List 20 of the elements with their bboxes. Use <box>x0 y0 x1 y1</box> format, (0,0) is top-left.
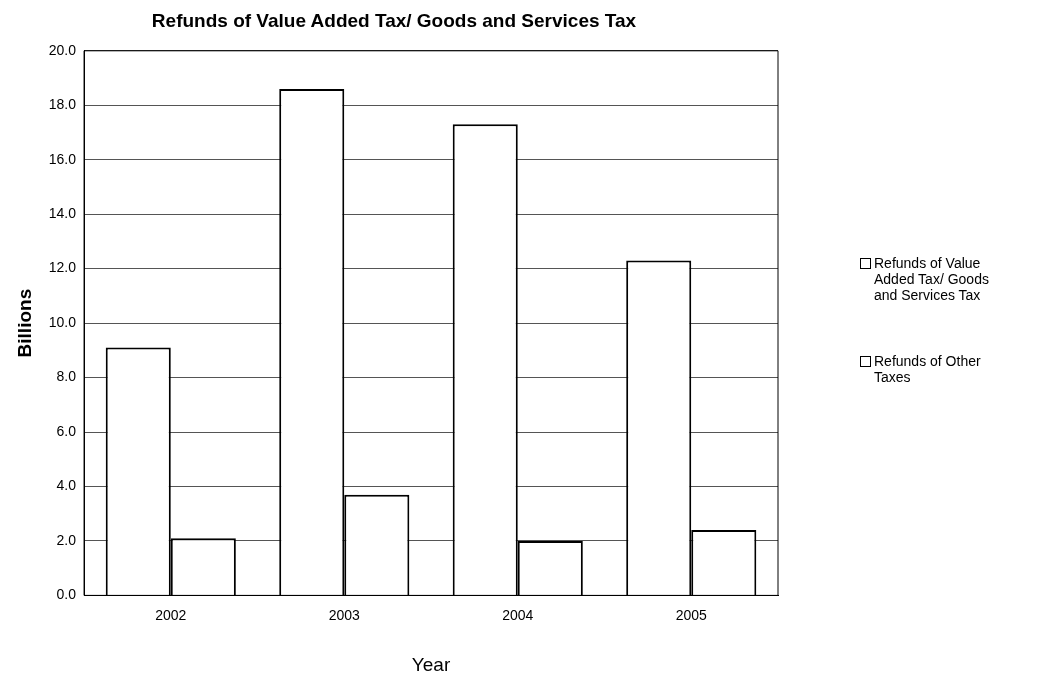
y-tick-label: 12.0 <box>48 259 77 276</box>
x-tick-label: 2004 <box>502 606 534 623</box>
text: Refunds of Value Added Tax/ Goods and Services Tax <box>874 255 990 303</box>
chart-title: Refunds of Value Added Tax/ Goods and Services Tax <box>151 9 637 31</box>
x-tick-label: 2002 <box>155 606 187 623</box>
y-tick-label: 4.0 <box>56 477 77 494</box>
y-axis-title: Billions <box>13 288 35 358</box>
x-tick-label: 2005 <box>675 606 708 623</box>
y-tick-label: 18.0 <box>48 96 77 113</box>
y-tick-label: 14.0 <box>48 205 77 222</box>
text: Refunds of Other Taxes <box>874 353 982 385</box>
y-tick-label: 8.0 <box>56 368 77 385</box>
y-tick-label: 10.0 <box>48 313 77 330</box>
y-tick-label: 16.0 <box>48 150 77 167</box>
x-tick-label: 2003 <box>328 606 361 623</box>
x-axis-title: Year <box>411 653 451 675</box>
y-tick-label: 0.0 <box>56 586 77 603</box>
y-tick-label: 2.0 <box>56 531 77 548</box>
y-tick-label: 20.0 <box>48 41 77 58</box>
y-tick-label: 6.0 <box>56 422 77 439</box>
